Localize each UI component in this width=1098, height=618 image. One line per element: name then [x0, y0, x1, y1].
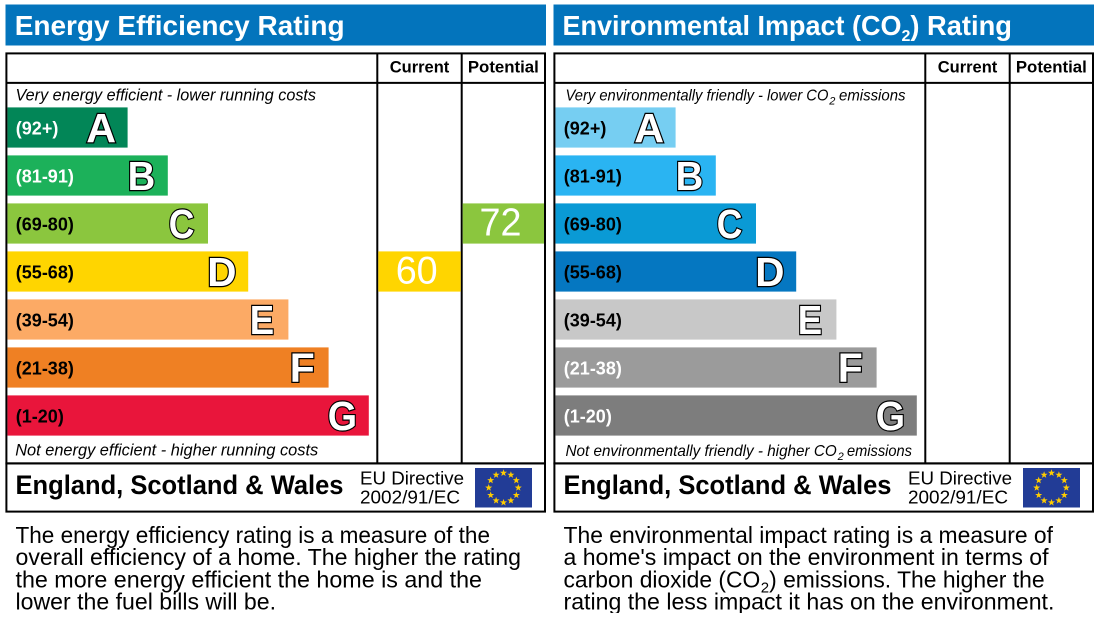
svg-text:Potential: Potential: [1016, 59, 1087, 77]
svg-text:(39-54): (39-54): [16, 311, 74, 331]
svg-text:lower the fuel bills will be.: lower the fuel bills will be.: [16, 589, 277, 613]
svg-text:60: 60: [396, 250, 438, 293]
svg-text:Energy Efficiency Rating: Energy Efficiency Rating: [15, 10, 345, 41]
svg-text:EU Directive: EU Directive: [908, 469, 1012, 489]
svg-text:EU Directive: EU Directive: [360, 469, 464, 489]
svg-text:Not energy efficient - higher: Not energy efficient - higher running co…: [15, 441, 318, 460]
svg-text:England, Scotland & Wales: England, Scotland & Wales: [16, 470, 344, 500]
svg-text:72: 72: [480, 202, 522, 245]
svg-text:E: E: [250, 297, 274, 343]
svg-text:The energy efficiency rating i: The energy efficiency rating is a measur…: [16, 522, 491, 548]
svg-text:(55-68): (55-68): [16, 263, 74, 283]
svg-text:rating the less impact it has: rating the less impact it has on the env…: [564, 589, 1055, 613]
svg-text:(21-38): (21-38): [564, 359, 622, 379]
svg-text:overall efficiency of a home.: overall efficiency of a home. The higher…: [16, 544, 522, 570]
svg-text:the more energy efficient the: the more energy efficient the home is an…: [16, 566, 482, 592]
svg-text:(92+): (92+): [16, 119, 59, 139]
svg-text:B: B: [676, 153, 704, 199]
svg-text:Potential: Potential: [468, 59, 539, 77]
svg-text:A: A: [86, 105, 116, 151]
svg-text:(81-91): (81-91): [16, 167, 74, 187]
svg-text:The environmental impact ratin: The environmental impact rating is a mea…: [564, 522, 1054, 548]
svg-text:emissions: emissions: [847, 443, 912, 460]
svg-text:(39-54): (39-54): [564, 311, 622, 331]
svg-text:2: 2: [902, 28, 911, 45]
svg-text:(92+): (92+): [564, 119, 607, 139]
svg-text:F: F: [838, 345, 863, 391]
svg-text:(69-80): (69-80): [564, 215, 622, 235]
svg-text:(55-68): (55-68): [564, 263, 622, 283]
svg-text:) emissions. The higher the: ) emissions. The higher the: [769, 566, 1045, 592]
svg-text:Current: Current: [938, 59, 998, 77]
svg-text:C: C: [717, 201, 743, 247]
svg-text:emissions: emissions: [839, 87, 906, 104]
svg-text:B: B: [128, 153, 156, 199]
svg-text:2: 2: [761, 579, 769, 596]
svg-text:(1-20): (1-20): [564, 407, 612, 427]
svg-text:England, Scotland & Wales: England, Scotland & Wales: [564, 470, 892, 500]
svg-text:2002/91/EC: 2002/91/EC: [360, 488, 460, 508]
svg-text:(21-38): (21-38): [16, 359, 74, 379]
svg-text:C: C: [169, 201, 195, 247]
svg-text:Environmental Impact (CO: Environmental Impact (CO: [563, 10, 902, 41]
svg-text:a home's impact on the environ: a home's impact on the environment in te…: [564, 544, 1050, 570]
svg-text:A: A: [634, 105, 664, 151]
svg-text:G: G: [328, 393, 357, 439]
svg-text:2002/91/EC: 2002/91/EC: [908, 488, 1008, 508]
svg-text:(1-20): (1-20): [16, 407, 64, 427]
svg-text:G: G: [876, 393, 905, 439]
svg-text:Very energy efficient - lower: Very energy efficient - lower running co…: [16, 85, 317, 104]
svg-text:) Rating: ) Rating: [910, 10, 1012, 41]
svg-text:Current: Current: [390, 59, 450, 77]
svg-text:2: 2: [837, 451, 844, 463]
svg-text:carbon dioxide (CO: carbon dioxide (CO: [564, 566, 761, 592]
svg-text:D: D: [207, 249, 236, 295]
svg-text:D: D: [755, 249, 784, 295]
svg-text:Very environmentally friendly: Very environmentally friendly - lower CO: [566, 87, 829, 104]
svg-text:Not environmentally friendly -: Not environmentally friendly - higher CO: [566, 443, 837, 460]
svg-text:E: E: [798, 297, 822, 343]
svg-text:2: 2: [828, 95, 835, 107]
svg-text:F: F: [290, 345, 315, 391]
svg-text:(69-80): (69-80): [16, 215, 74, 235]
svg-text:(81-91): (81-91): [564, 167, 622, 187]
